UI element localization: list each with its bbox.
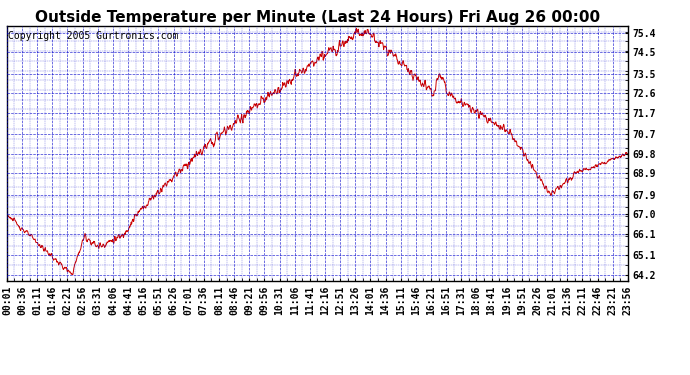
Title: Outside Temperature per Minute (Last 24 Hours) Fri Aug 26 00:00: Outside Temperature per Minute (Last 24 … (34, 10, 600, 25)
Text: Copyright 2005 Gurtronics.com: Copyright 2005 Gurtronics.com (8, 32, 179, 41)
